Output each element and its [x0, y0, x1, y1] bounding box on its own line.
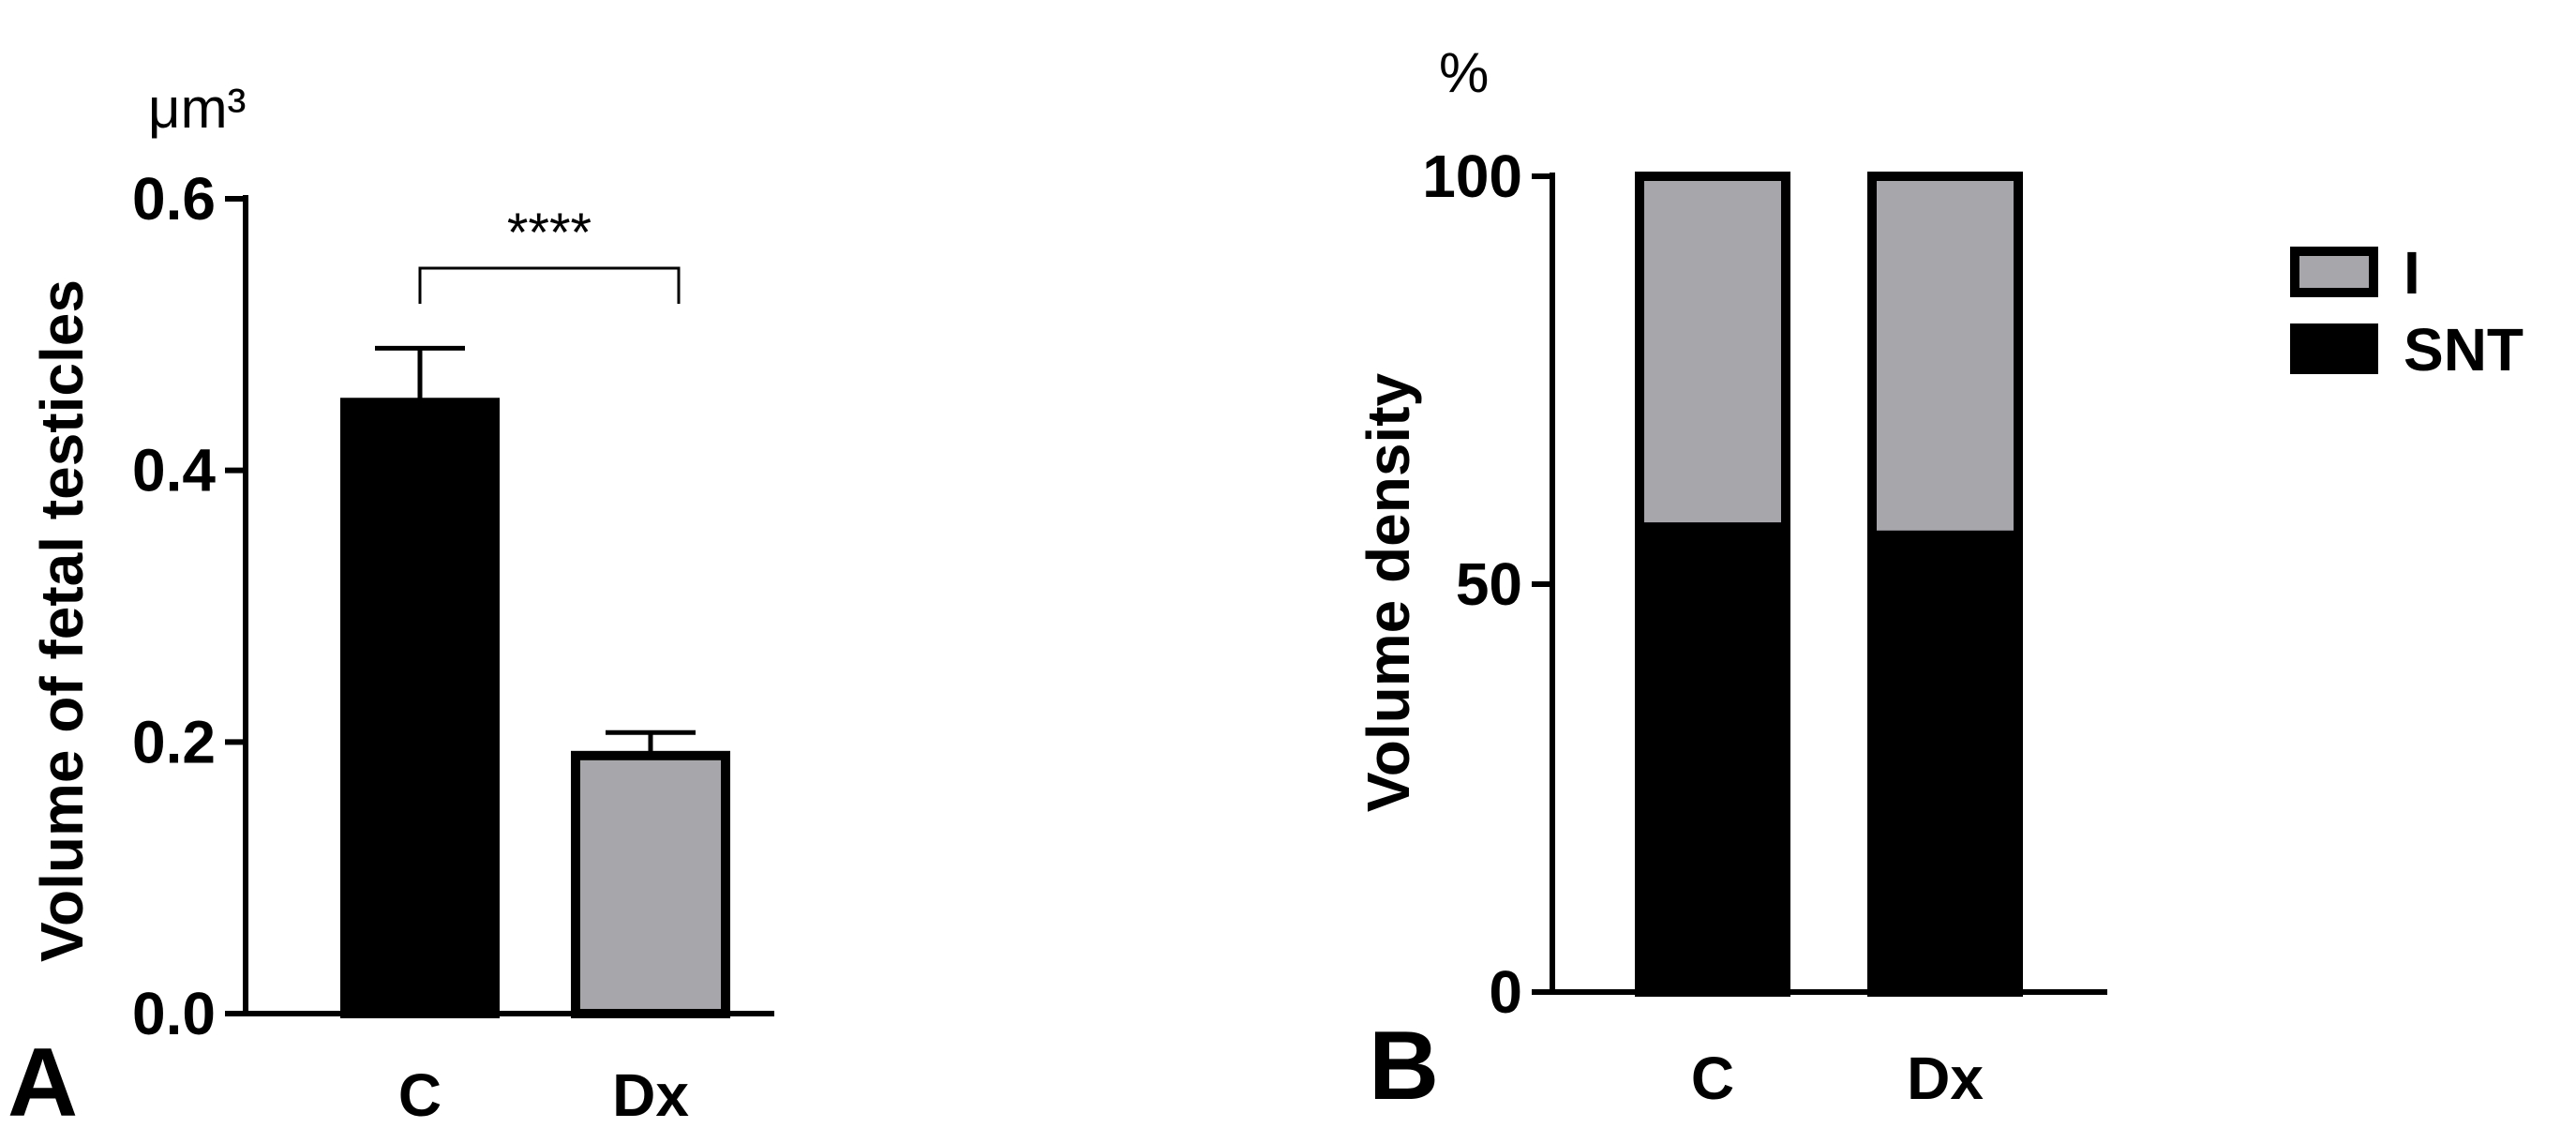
legend-swatch-I — [2290, 247, 2378, 297]
significance-bracket — [418, 266, 681, 304]
significance-label: **** — [507, 203, 592, 263]
panel-a-x-labels: C Dx — [398, 1061, 689, 1129]
panel-b-letter: B — [1369, 1012, 1439, 1120]
bar-Dx — [571, 750, 730, 1018]
panel-b-x-labels: C Dx — [1691, 1045, 1984, 1112]
legend-label-I: I — [2404, 239, 2420, 307]
panel-a-bars — [340, 345, 730, 1018]
legend-swatch-SNT — [2290, 323, 2378, 374]
x-tick-label: C — [1691, 1045, 1734, 1112]
y-tick-label: 0.0 — [132, 980, 216, 1047]
y-tick-label: 0.6 — [132, 165, 216, 233]
y-tick-label: 0.4 — [132, 437, 216, 504]
panel-b-y-axis-title: Volume density — [1355, 372, 1422, 812]
panel-a: μm³ Volume of fetal testicles 0.00.20.40… — [7, 77, 774, 1137]
panel-a-letter: A — [7, 1029, 78, 1137]
bar-segment-Dx-SNT — [1867, 530, 2023, 997]
panel-b-legend: I SNT — [2290, 239, 2524, 384]
y-tick-label: 100 — [1422, 143, 1522, 210]
panel-a-axes — [243, 195, 774, 1016]
panel-a-y-axis-title: Volume of fetal testicles — [28, 279, 96, 962]
panel-a-unit-label: μm³ — [148, 77, 247, 140]
bar-C — [340, 398, 500, 1018]
panel-a-significance-bracket: **** — [418, 203, 681, 304]
y-tick-label: 0 — [1489, 958, 1522, 1026]
panel-a-y-ticks: 0.0 0.2 0.4 0.6 — [132, 165, 246, 1047]
bar-segment-Dx-I — [1867, 172, 2023, 540]
bar-segment-C-I — [1635, 172, 1790, 533]
panel-b-axes — [1550, 173, 2107, 995]
panel-b: % Volume density 0 50 100 B C Dx I SNT — [1355, 41, 2524, 1120]
legend-label-SNT: SNT — [2404, 316, 2524, 384]
y-tick-label: 50 — [1456, 550, 1522, 618]
x-tick-label: C — [398, 1061, 442, 1129]
panel-b-y-ticks: 0 50 100 — [1422, 143, 1552, 1026]
panel-b-bars — [1635, 172, 2023, 997]
x-tick-label: Dx — [612, 1061, 689, 1129]
y-tick-label: 0.2 — [132, 708, 216, 775]
bar-segment-C-SNT — [1635, 522, 1790, 997]
x-tick-label: Dx — [1907, 1045, 1984, 1112]
panel-b-unit-label: % — [1439, 41, 1489, 104]
